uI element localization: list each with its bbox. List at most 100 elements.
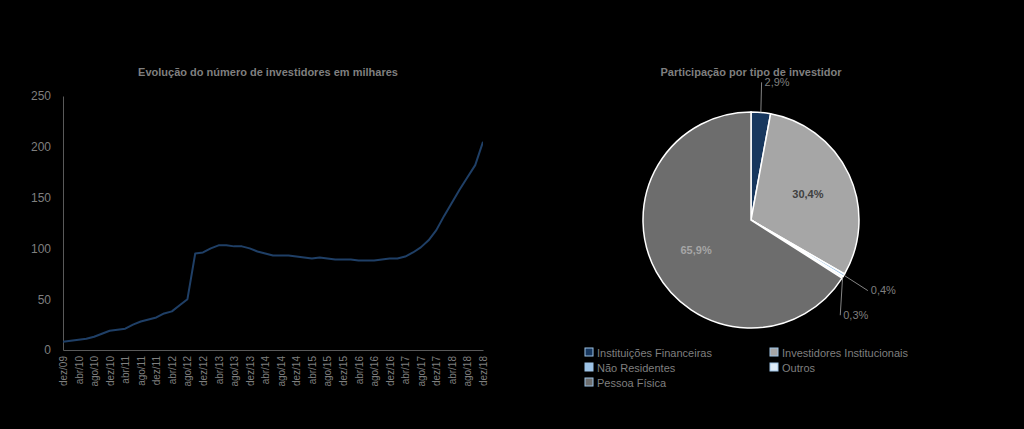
x-tick-label: ago/10 <box>89 356 100 387</box>
data-line <box>63 142 483 342</box>
x-tick-label: ago/18 <box>462 356 473 387</box>
x-tick-label: abr/11 <box>120 356 131 384</box>
leader-line <box>760 82 762 112</box>
x-tick: ago/10 <box>89 356 100 387</box>
y-tick: 250 <box>31 89 63 103</box>
y-tick-label: 0 <box>44 343 51 357</box>
legend-swatch <box>585 348 593 356</box>
y-tick-label: 100 <box>31 242 51 256</box>
pie-slices <box>643 112 859 328</box>
x-axis-line <box>64 350 484 351</box>
legend-swatch <box>585 378 593 386</box>
data-label: 30,4% <box>792 188 823 200</box>
legend-swatch <box>770 363 778 371</box>
x-tick-label: ago/17 <box>416 356 427 387</box>
x-tick: abr/12 <box>167 356 178 385</box>
x-tick-label: abr/14 <box>260 356 271 385</box>
y-tick: 150 <box>31 191 63 205</box>
x-tick: abr/17 <box>400 356 411 385</box>
y-tick: 0 <box>44 343 63 357</box>
x-tick-label: dez/11 <box>151 356 162 386</box>
x-tick-label: abr/17 <box>400 356 411 385</box>
x-tick-label: ago/14 <box>276 356 287 387</box>
x-tick: abr/16 <box>354 356 365 385</box>
data-label: 0,3% <box>843 309 868 321</box>
x-tick: abr/14 <box>260 356 271 385</box>
legend-item: Investidores Institucionais <box>770 347 908 359</box>
legend-label: Instituições Financeiras <box>597 347 712 359</box>
x-tick: ago/12 <box>182 356 193 387</box>
x-tick: dez/15 <box>338 356 349 386</box>
x-tick-label: dez/14 <box>291 356 302 386</box>
x-tick-label: ago/16 <box>369 356 380 387</box>
x-tick: ago/18 <box>462 356 473 387</box>
data-label: 0,4% <box>871 284 896 296</box>
x-tick-label: ago/11 <box>136 356 147 386</box>
data-label: 2,9% <box>765 76 790 88</box>
x-tick: abr/13 <box>214 356 225 385</box>
y-tick: 200 <box>31 140 63 154</box>
legend-item: Pessoa Física <box>585 377 667 389</box>
x-tick-label: abr/18 <box>447 356 458 385</box>
x-tick-label: abr/10 <box>74 356 85 385</box>
x-tick-label: ago/12 <box>182 356 193 387</box>
x-tick: dez/13 <box>245 356 256 386</box>
y-tick-label: 200 <box>31 140 51 154</box>
x-tick: ago/17 <box>416 356 427 387</box>
x-tick: ago/14 <box>276 356 287 387</box>
y-tick-label: 150 <box>31 191 51 205</box>
y-tick-label: 250 <box>31 89 51 103</box>
x-tick: abr/11 <box>120 356 131 384</box>
x-tick: dez/17 <box>431 356 442 386</box>
chart-canvas: Evolução do número de investidores em mi… <box>0 0 1024 429</box>
legend-swatch <box>770 348 778 356</box>
legend-label: Outros <box>782 362 816 374</box>
leader-line <box>840 277 842 315</box>
line-chart: Evolução do número de investidores em mi… <box>31 66 489 387</box>
x-tick: ago/13 <box>229 356 240 387</box>
x-tick-label: abr/12 <box>167 356 178 385</box>
legend-item: Instituições Financeiras <box>585 347 712 359</box>
legend-item: Outros <box>770 362 816 374</box>
x-tick-label: dez/17 <box>431 356 442 386</box>
x-tick: dez/16 <box>385 356 396 386</box>
x-tick-label: ago/15 <box>322 356 333 387</box>
x-tick-label: abr/16 <box>354 356 365 385</box>
chart-title: Participação por tipo de investidor <box>661 66 843 78</box>
x-tick-label: abr/15 <box>307 356 318 385</box>
x-tick: abr/10 <box>74 356 85 385</box>
x-tick: dez/09 <box>58 356 69 386</box>
x-tick-label: dez/16 <box>385 356 396 386</box>
x-tick: abr/18 <box>447 356 458 385</box>
chart-title: Evolução do número de investidores em mi… <box>138 66 398 78</box>
legend-item: Não Residentes <box>585 362 676 374</box>
x-tick-label: dez/10 <box>105 356 116 386</box>
x-tick: dez/14 <box>291 356 302 386</box>
x-tick-label: dez/13 <box>245 356 256 386</box>
x-tick-label: dez/12 <box>198 356 209 386</box>
x-tick-label: dez/18 <box>478 356 489 386</box>
x-tick: ago/11 <box>136 356 147 386</box>
legend-label: Não Residentes <box>597 362 676 374</box>
legend-swatch <box>585 363 593 371</box>
x-tick-label: abr/13 <box>214 356 225 385</box>
data-label: 65,9% <box>680 244 711 256</box>
x-tick-label: dez/15 <box>338 356 349 386</box>
plot-area <box>63 142 483 342</box>
y-axis: 0 50 100 150 200 250 <box>31 89 64 357</box>
x-tick: ago/16 <box>369 356 380 387</box>
x-tick: dez/18 <box>478 356 489 386</box>
x-tick: dez/11 <box>151 356 162 386</box>
y-axis-line <box>63 97 64 351</box>
x-tick-label: ago/13 <box>229 356 240 387</box>
x-tick: abr/15 <box>307 356 318 385</box>
leader-line <box>844 275 868 290</box>
x-axis: dez/09 abr/10 ago/10 dez/10 abr/11 ago/11 dez/… <box>58 351 489 387</box>
pie-slice <box>643 112 842 328</box>
pie-chart: Participação por tipo de investidor2,9% 3… <box>585 66 908 389</box>
y-tick: 50 <box>38 293 63 307</box>
x-tick-label: dez/09 <box>58 356 69 386</box>
x-tick: ago/15 <box>322 356 333 387</box>
pie-labels: 2,9% 30,4% 0,4% 0,3% 65,9% <box>680 76 896 321</box>
legend-label: Pessoa Física <box>597 377 667 389</box>
